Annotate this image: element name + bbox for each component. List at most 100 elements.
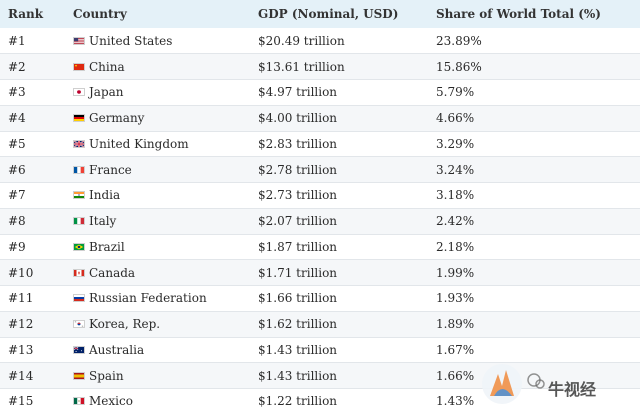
gdp-cell: $4.97 trillion	[258, 85, 338, 100]
share-cell: 1.67%	[436, 342, 475, 357]
rank-cell: #2	[8, 59, 26, 74]
gdp-cell: $1.66 trillion	[258, 291, 338, 306]
gdp-cell: $2.83 trillion	[258, 136, 338, 151]
share-cell: 5.79%	[436, 85, 475, 100]
country-cell: Korea, Rep.	[65, 311, 250, 337]
country-cell: India	[65, 183, 250, 209]
country-cell-content: Russian Federation	[73, 291, 250, 305]
country-cell-content: China	[73, 60, 250, 74]
table-header: Rank Country GDP (Nominal, USD) Share of…	[0, 0, 640, 28]
country-column-header[interactable]: Country	[73, 7, 127, 21]
gdp-cell: $1.62 trillion	[258, 317, 338, 332]
gdp-cell: $2.73 trillion	[258, 188, 338, 203]
rank-cell: #12	[8, 317, 34, 332]
italy-flag-icon	[73, 217, 85, 226]
rank-cell: #7	[8, 188, 26, 203]
table-row: #6 France $2.78 trillion 3.24%	[0, 156, 640, 183]
country-cell: Spain	[65, 363, 250, 389]
country-name: Japan	[89, 85, 124, 100]
gdp-cell: $1.71 trillion	[258, 265, 338, 280]
table-row: #14 Spain $1.43 trillion 1.66%	[0, 362, 640, 389]
gdp-cell: $1.22 trillion	[258, 394, 338, 409]
gdp-cell: $4.00 trillion	[258, 111, 338, 126]
country-cell-content: Korea, Rep.	[73, 317, 250, 331]
table-row: #8 Italy $2.07 trillion 2.42%	[0, 208, 640, 234]
country-cell: United Kingdom	[65, 131, 250, 157]
share-column-header[interactable]: Share of World Total (%)	[436, 7, 601, 21]
country-cell-content: United Kingdom	[73, 137, 250, 151]
share-cell: 2.18%	[436, 239, 475, 254]
rank-cell: #15	[8, 394, 34, 409]
country-cell: China	[65, 54, 250, 80]
country-cell-content: Spain	[73, 369, 250, 383]
country-name: Mexico	[89, 394, 133, 409]
country-name: Italy	[89, 214, 117, 229]
table-row: #7 India $2.73 trillion 3.18%	[0, 183, 640, 209]
table-row: #2 China $13.61 trillion 15.86%	[0, 53, 640, 80]
share-cell: 4.66%	[436, 111, 475, 126]
share-cell: 1.43%	[436, 394, 475, 409]
gdp-cell: $20.49 trillion	[258, 33, 345, 48]
japan-flag-icon	[73, 88, 85, 97]
share-cell: 1.93%	[436, 291, 475, 306]
share-cell: 2.42%	[436, 214, 475, 229]
rank-cell: #13	[8, 342, 34, 357]
country-cell: Canada	[65, 260, 250, 286]
country-cell: United States	[65, 28, 250, 54]
country-cell: Italy	[65, 208, 250, 234]
canada-flag-icon	[73, 268, 85, 277]
rank-cell: #3	[8, 85, 26, 100]
rank-cell: #8	[8, 214, 26, 229]
country-name: United States	[89, 33, 173, 48]
table-row: #12 Korea, Rep. $1.62 trillion 1.89%	[0, 311, 640, 337]
us-flag-icon	[73, 36, 85, 45]
country-cell-content: Brazil	[73, 240, 250, 254]
rank-cell: #11	[8, 291, 34, 306]
country-name: India	[89, 188, 121, 203]
gdp-cell: $1.43 trillion	[258, 342, 338, 357]
rank-cell: #14	[8, 368, 34, 383]
country-name: Korea, Rep.	[89, 317, 161, 332]
table-row: #3 Japan $4.97 trillion 5.79%	[0, 80, 640, 106]
table-row: #9 Brazil $1.87 trillion 2.18%	[0, 234, 640, 260]
gdp-column-header[interactable]: GDP (Nominal, USD)	[258, 7, 399, 21]
rank-cell: #5	[8, 136, 26, 151]
russia-flag-icon	[73, 294, 85, 303]
country-cell-content: India	[73, 188, 250, 202]
spain-flag-icon	[73, 371, 85, 380]
share-cell: 1.99%	[436, 265, 475, 280]
table-header-row: Rank Country GDP (Nominal, USD) Share of…	[0, 0, 640, 28]
share-cell: 3.29%	[436, 136, 475, 151]
rank-cell: #1	[8, 33, 26, 48]
country-cell-content: Canada	[73, 266, 250, 280]
table-row: #1 United States $20.49 trillion 23.89%	[0, 28, 640, 54]
rank-cell: #9	[8, 239, 26, 254]
table-row: #11 Russian Federation $1.66 trillion 1.93%	[0, 286, 640, 312]
rank-column-header[interactable]: Rank	[8, 7, 44, 21]
country-cell: Russian Federation	[65, 286, 250, 312]
country-cell: Brazil	[65, 234, 250, 260]
table-row: #5 United Kingdom $2.83 trillion 3.29%	[0, 131, 640, 157]
country-name: China	[89, 59, 125, 74]
rank-cell: #10	[8, 265, 34, 280]
gdp-cell: $2.78 trillion	[258, 162, 338, 177]
france-flag-icon	[73, 165, 85, 174]
country-cell-content: Germany	[73, 111, 250, 125]
gdp-cell: $1.43 trillion	[258, 368, 338, 383]
country-cell-content: Italy	[73, 214, 250, 228]
country-name: Canada	[89, 265, 136, 280]
country-name: France	[89, 162, 132, 177]
country-cell-content: France	[73, 163, 250, 177]
mexico-flag-icon	[73, 397, 85, 406]
country-cell: Australia	[65, 337, 250, 363]
share-cell: 23.89%	[436, 33, 482, 48]
country-name: Spain	[89, 368, 124, 383]
table-body: #1 United States $20.49 trillion 23.89% #2 Ch…	[0, 28, 640, 410]
table-row: #10 Canada $1.71 trillion 1.99%	[0, 259, 640, 286]
south-korea-flag-icon	[73, 320, 85, 329]
rank-cell: #4	[8, 111, 26, 126]
gdp-cell: $2.07 trillion	[258, 214, 338, 229]
country-cell-content: Australia	[73, 343, 250, 357]
table-row: #13 Australia $1.43 trillion 1.67%	[0, 337, 640, 363]
